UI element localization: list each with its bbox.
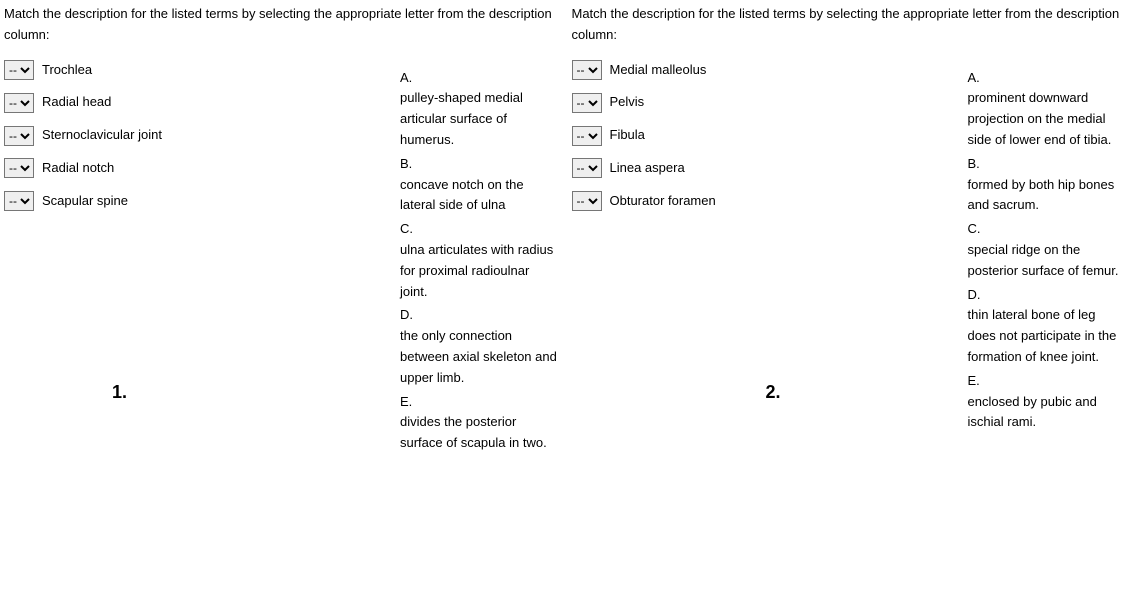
instruction-text: Match the description for the listed ter… xyxy=(4,4,560,46)
descriptions-column: A. prominent downward projection on the … xyxy=(962,60,1128,437)
description-text: enclosed by pubic and ischial rami. xyxy=(968,392,1128,434)
terms-column: -- Medial malleolus -- Pelvis -- Fibula … xyxy=(572,60,962,437)
term-label: Fibula xyxy=(610,125,645,146)
description-text: thin lateral bone of leg does not partic… xyxy=(968,305,1128,367)
description-letter: A. xyxy=(968,68,1128,89)
terms-column: -- Trochlea -- Radial head -- Sternoclav… xyxy=(4,60,394,457)
question-number: 2. xyxy=(766,378,781,407)
instruction-text: Match the description for the listed ter… xyxy=(572,4,1128,46)
description-letter: D. xyxy=(400,305,560,326)
term-label: Sternoclavicular joint xyxy=(42,125,162,146)
term-select[interactable]: -- xyxy=(572,191,602,211)
term-row: -- Scapular spine xyxy=(4,191,394,212)
term-label: Trochlea xyxy=(42,60,92,81)
question-number: 1. xyxy=(112,378,127,407)
term-row: -- Radial notch xyxy=(4,158,394,179)
term-label: Linea aspera xyxy=(610,158,685,179)
description-text: ulna articulates with radius for proxima… xyxy=(400,240,560,302)
term-select[interactable]: -- xyxy=(572,60,602,80)
term-row: -- Trochlea xyxy=(4,60,394,81)
term-row: -- Linea aspera xyxy=(572,158,962,179)
term-row: -- Medial malleolus xyxy=(572,60,962,81)
term-row: -- Obturator foramen xyxy=(572,191,962,212)
content-row: -- Trochlea -- Radial head -- Sternoclav… xyxy=(4,60,560,457)
description-text: prominent downward projection on the med… xyxy=(968,88,1128,150)
term-select[interactable]: -- xyxy=(4,191,34,211)
question-block-2: Match the description for the listed ter… xyxy=(568,0,1135,591)
description-letter: B. xyxy=(400,154,560,175)
description-letter: B. xyxy=(968,154,1128,175)
description-text: formed by both hip bones and sacrum. xyxy=(968,175,1128,217)
term-select[interactable]: -- xyxy=(4,60,34,80)
term-label: Medial malleolus xyxy=(610,60,707,81)
descriptions-column: A. pulley-shaped medial articular surfac… xyxy=(394,60,560,457)
term-select[interactable]: -- xyxy=(4,126,34,146)
term-select[interactable]: -- xyxy=(572,93,602,113)
term-row: -- Sternoclavicular joint xyxy=(4,125,394,146)
description-letter: C. xyxy=(400,219,560,240)
description-letter: A. xyxy=(400,68,560,89)
term-row: -- Radial head xyxy=(4,92,394,113)
term-label: Radial head xyxy=(42,92,111,113)
term-label: Radial notch xyxy=(42,158,114,179)
description-letter: E. xyxy=(400,392,560,413)
question-block-1: Match the description for the listed ter… xyxy=(0,0,568,591)
term-select[interactable]: -- xyxy=(572,158,602,178)
term-label: Pelvis xyxy=(610,92,645,113)
term-row: -- Pelvis xyxy=(572,92,962,113)
term-select[interactable]: -- xyxy=(4,158,34,178)
term-label: Scapular spine xyxy=(42,191,128,212)
content-row: -- Medial malleolus -- Pelvis -- Fibula … xyxy=(572,60,1128,437)
term-select[interactable]: -- xyxy=(4,93,34,113)
description-text: the only connection between axial skelet… xyxy=(400,326,560,388)
description-letter: C. xyxy=(968,219,1128,240)
description-letter: D. xyxy=(968,285,1128,306)
term-row: -- Fibula xyxy=(572,125,962,146)
description-letter: E. xyxy=(968,371,1128,392)
description-text: special ridge on the posterior surface o… xyxy=(968,240,1128,282)
term-label: Obturator foramen xyxy=(610,191,716,212)
description-text: pulley-shaped medial articular surface o… xyxy=(400,88,560,150)
description-text: concave notch on the lateral side of uln… xyxy=(400,175,560,217)
description-text: divides the posterior surface of scapula… xyxy=(400,412,560,454)
term-select[interactable]: -- xyxy=(572,126,602,146)
